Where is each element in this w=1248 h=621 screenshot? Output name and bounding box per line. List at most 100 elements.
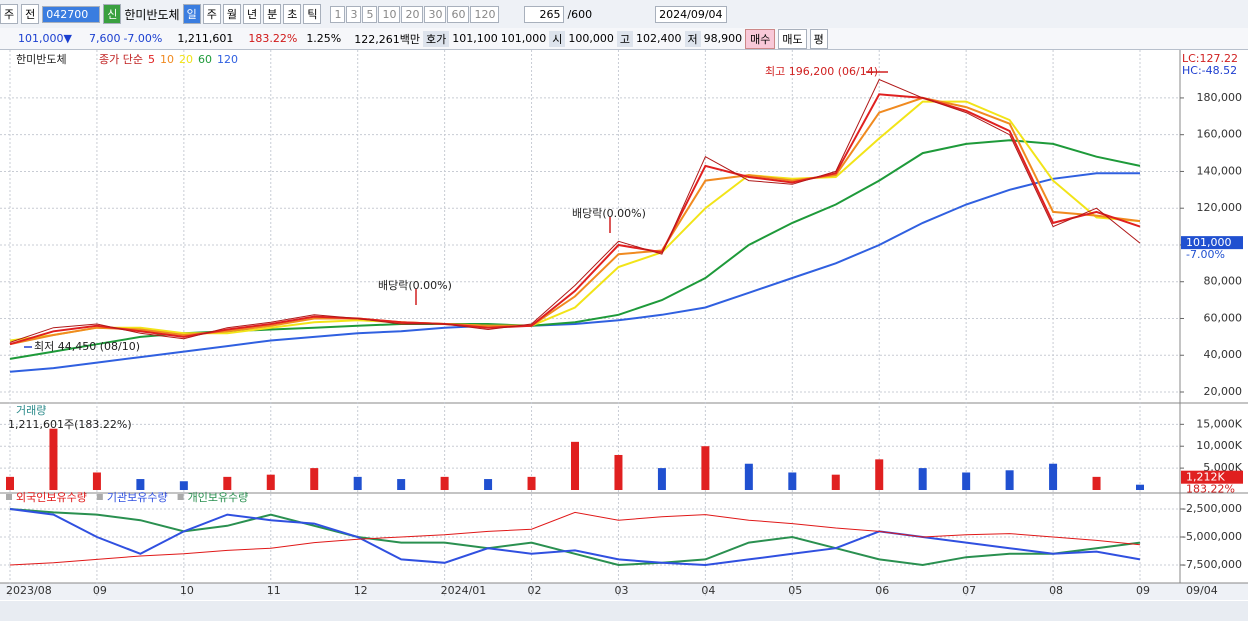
x-axis-band xyxy=(0,583,1248,600)
volume-tag-box xyxy=(1181,470,1243,484)
interval-button[interactable]: 10 xyxy=(378,5,401,23)
stock-name: 한미반도체 xyxy=(124,7,180,22)
y-tick-label: 10,000K xyxy=(1196,439,1242,452)
price-tag: 101,000 xyxy=(1186,236,1232,249)
badge: 신 xyxy=(103,4,122,24)
legend-entry: 외국인보유수량 xyxy=(16,491,87,504)
change-tag: -7.00% xyxy=(1186,248,1225,261)
volume-bar xyxy=(136,479,145,490)
y-tick-label: 15,000K xyxy=(1196,417,1242,430)
x-tick-label: 04 xyxy=(701,584,715,597)
high-label: 고 xyxy=(616,30,633,47)
low: 98,900 xyxy=(703,32,743,45)
series-line xyxy=(9,93,1141,346)
open-label: 시 xyxy=(549,30,566,47)
date-input[interactable]: 2024/09/04 xyxy=(655,5,727,23)
legend-entry: 60 xyxy=(198,53,212,66)
legend-entry: 5 xyxy=(148,53,155,66)
legend-swatch xyxy=(96,494,103,500)
panel-subtitle: 1,211,601주(183.22%) xyxy=(8,418,132,431)
series-line xyxy=(9,508,1141,567)
avg-button[interactable]: 평 xyxy=(809,28,828,49)
x-tick-label: 06 xyxy=(875,584,889,597)
annotation: 최고 196,200 (06/14) xyxy=(765,65,878,78)
price: 101,000▼ xyxy=(18,32,72,45)
volume-bar xyxy=(223,476,232,490)
x-tick-label: 02 xyxy=(528,584,542,597)
scrollbar[interactable] xyxy=(0,601,1248,621)
annotation: 최저 44,450 (08/10) xyxy=(34,340,140,353)
count-max: /600 xyxy=(567,7,593,21)
prev-button[interactable]: 전 xyxy=(21,4,40,24)
volume-bar xyxy=(92,472,101,490)
x-tick-label: 09 xyxy=(93,584,107,597)
period-button[interactable]: 년 xyxy=(242,4,262,24)
series-line xyxy=(9,78,1141,343)
period-button[interactable]: 주 xyxy=(202,4,221,24)
volume-bar xyxy=(1049,463,1058,490)
volume-pct: 183.22% xyxy=(1186,483,1235,496)
volume-bar xyxy=(179,481,188,490)
volume-bar xyxy=(49,428,58,490)
change: 7,600 xyxy=(88,32,121,45)
x-tick-label: 09 xyxy=(1136,584,1150,597)
low-label: 저 xyxy=(684,30,701,47)
volume-bar xyxy=(397,479,406,490)
volume-bar xyxy=(571,441,579,490)
x-tick-label: 07 xyxy=(962,584,976,597)
volume-rate: 183.22% xyxy=(248,32,298,45)
y-tick-label: 140,000 xyxy=(1197,164,1243,177)
series-line xyxy=(9,508,1141,567)
code-input[interactable]: 042700 xyxy=(42,5,101,23)
y-tick-label: -7,500,000 xyxy=(1182,558,1242,571)
volume-bar xyxy=(701,446,710,490)
period-button[interactable]: 틱 xyxy=(303,4,322,24)
interval-button[interactable]: 20 xyxy=(401,5,424,23)
count-input[interactable]: 265 xyxy=(524,5,565,23)
legend-entry: 120 xyxy=(217,53,238,66)
interval-button[interactable]: 1 xyxy=(330,5,346,23)
interval-button[interactable]: 60 xyxy=(447,5,470,23)
open: 100,000 xyxy=(568,32,614,45)
interval-button[interactable]: 120 xyxy=(470,5,500,23)
interval-button[interactable]: 5 xyxy=(362,5,378,23)
annotation: 배당락(0.00%) xyxy=(572,207,646,220)
chart-area: 2023/08 09 10 11 12 2024/01 02 03 04 05 06 07 08 09 09… xyxy=(0,50,1248,621)
interval-button[interactable]: 30 xyxy=(424,5,447,23)
legend-entry: 기관보유수량 xyxy=(107,491,168,504)
x-end-label: 09/04 xyxy=(1186,584,1218,597)
period-button[interactable]: 초 xyxy=(283,4,302,24)
y-tick-label: 180,000 xyxy=(1197,91,1243,104)
x-tick-label: 05 xyxy=(788,584,802,597)
series-line xyxy=(9,511,1141,566)
legend-entry: 10 xyxy=(160,53,174,66)
volume-bar xyxy=(310,468,319,490)
volume-bar xyxy=(1005,470,1014,490)
x-tick-label: 03 xyxy=(614,584,628,597)
period-button[interactable]: 일 xyxy=(182,4,201,24)
y-tick-label: 120,000 xyxy=(1197,201,1243,214)
period-button[interactable]: 월 xyxy=(222,4,241,24)
x-tick-label: 2024/01 xyxy=(441,584,487,597)
buy-button[interactable]: 매수 xyxy=(745,28,776,49)
volume-bar xyxy=(918,468,927,490)
legend-swatch xyxy=(177,494,184,500)
x-tick-label: 2023/08 xyxy=(6,584,52,597)
legend-entry: 개인보유수량 xyxy=(188,491,249,504)
y-tick-label: 60,000 xyxy=(1204,311,1243,324)
legend-entry: 20 xyxy=(179,53,193,66)
turnover: 1.25% xyxy=(306,32,342,45)
sell-button[interactable]: 매도 xyxy=(778,28,807,49)
volume-bar xyxy=(353,476,362,490)
chart-title: 한미반도체 xyxy=(16,53,67,66)
info-bar: 101,000▼ 7,600 -7.00% 1,211,601 183.22% … xyxy=(0,28,1248,50)
select-period[interactable]: 주 xyxy=(0,4,19,24)
period-button[interactable]: 분 xyxy=(263,4,282,24)
background xyxy=(0,50,1248,621)
interval-button[interactable]: 3 xyxy=(346,5,362,23)
change-rate: -7.00% xyxy=(123,32,163,45)
ask-label: 호가 xyxy=(423,30,450,47)
volume-bar xyxy=(484,479,493,490)
